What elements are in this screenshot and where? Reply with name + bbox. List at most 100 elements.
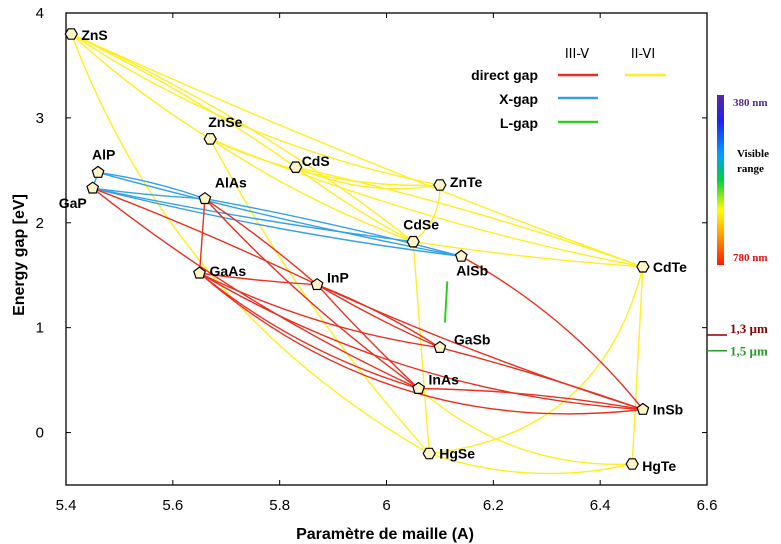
x-tick-label: 6	[382, 497, 390, 514]
curve-cdte-hgte	[631, 266, 644, 465]
point-hgte	[625, 458, 639, 470]
visible-range-title-1: Visible	[737, 148, 769, 160]
legend-header-iii-v: III-V	[565, 47, 589, 62]
curve-znse-cdse	[209, 138, 414, 243]
x-axis-label: Paramètre de maille (A)	[296, 526, 474, 543]
point-label-znse: ZnSe	[208, 114, 242, 130]
point-label-zns: ZnS	[81, 27, 107, 43]
point-gaas	[193, 266, 206, 279]
point-labels: ZnS ZnSe CdS ZnTe CdSe CdTe HgSe HgTe AlP GaP AlAs…	[59, 27, 687, 474]
point-znte	[433, 179, 447, 191]
y-axis-label: Energy gap [eV]	[11, 194, 28, 316]
point-insb	[636, 402, 650, 415]
point-label-hgse: HgSe	[439, 446, 475, 462]
point-cdse	[406, 235, 420, 248]
curve-gaas-insb	[199, 272, 643, 411]
curve-alp-alas	[97, 171, 206, 200]
curve-l-gap	[443, 281, 449, 323]
curve-alas-alsb	[204, 197, 462, 258]
point-znse	[203, 133, 217, 145]
point-label-cdse: CdSe	[403, 217, 439, 233]
curve-cdse-cdte	[413, 240, 643, 268]
point-hgse	[422, 447, 436, 460]
curve-gap-alas	[92, 187, 205, 200]
y-tick-label: 1	[36, 320, 44, 337]
point-inas	[412, 381, 426, 394]
curve-gaas-insb	[199, 272, 643, 415]
point-label-gaas: GaAs	[210, 263, 247, 279]
point-label-inp: InP	[327, 270, 349, 286]
curve-hgse-hgte	[429, 452, 633, 475]
point-label-insb: InSb	[653, 401, 683, 417]
curve-gasb-insb	[439, 346, 644, 411]
legend-header-ii-vi: II-VI	[631, 47, 655, 62]
curve-cdse-hgse	[412, 241, 430, 454]
alloy-curves	[70, 33, 644, 475]
x-tick-label: 6.2	[483, 497, 504, 514]
curve-zns-cdse	[71, 33, 414, 243]
curve-alsb-insb	[460, 255, 644, 410]
point-label-alas: AlAs	[215, 175, 247, 191]
point-zns	[64, 28, 78, 40]
curve-zns-hgse	[70, 33, 430, 455]
spectrum-bottom-label: 780 nm	[733, 252, 768, 264]
point-alp	[91, 165, 105, 178]
point-label-alsb: AlSb	[456, 262, 488, 278]
curve-gap-inp	[92, 187, 318, 286]
curve-gap-inas	[92, 187, 419, 390]
point-label-inas: InAs	[429, 372, 460, 388]
visible-range-title-2: range	[737, 163, 764, 175]
curve-inas-insb	[418, 387, 644, 411]
curve-cds-cdse	[295, 166, 414, 243]
curve-zns-cds	[71, 33, 297, 168]
point-cds	[289, 161, 303, 173]
curve-inp-gasb	[316, 284, 441, 349]
curve-znte-cdse	[412, 185, 441, 243]
y-tick-label: 3	[36, 110, 44, 127]
curve-cds-znte	[295, 166, 441, 190]
point-label-znte: ZnTe	[450, 174, 483, 190]
curve-gaas-inas	[199, 272, 419, 390]
x-tick-label: 6.4	[590, 497, 611, 514]
plot-frame	[65, 12, 708, 486]
legend-label-direct-gap: direct gap	[471, 67, 538, 83]
point-cdte	[636, 261, 650, 273]
point-gasb	[433, 340, 447, 353]
marker-1-3um-label: 1,3 µm	[730, 321, 768, 336]
curve-inas-hgte	[418, 387, 633, 466]
point-label-gasb: GaSb	[454, 332, 491, 348]
marker-1-5um-label: 1,5 µm	[730, 344, 768, 359]
curve-zns-znte	[70, 33, 441, 186]
y-tick-label: 4	[36, 5, 44, 22]
point-alas	[198, 191, 212, 205]
y-tick-label: 2	[36, 215, 44, 232]
curve-znse-znte	[209, 138, 440, 187]
point-inp	[310, 277, 324, 291]
curve-znse-cdte	[209, 138, 644, 268]
spectrum-top-label: 380 nm	[733, 97, 768, 109]
x-tick-label: 5.4	[56, 497, 77, 514]
y-tick-label: 0	[36, 425, 44, 442]
curve-gap-alsb	[92, 187, 462, 258]
axis-ticks: 5.4 5.6 5.8 6 6.2 6.4 6.6 4 3 2 1 0	[36, 5, 718, 514]
point-label-alp: AlP	[92, 146, 115, 162]
visible-spectrum-bar	[717, 95, 724, 265]
curve-alas-inas	[204, 198, 419, 390]
curve-inp-inas	[316, 284, 420, 390]
curve-gaas-gasb	[199, 272, 441, 349]
legend-label-l-gap: L-gap	[500, 115, 538, 131]
x-tick-label: 6.6	[697, 497, 718, 514]
curve-gap-cdse	[92, 187, 414, 243]
x-tick-label: 5.6	[162, 497, 183, 514]
point-label-gap: GaP	[59, 195, 87, 211]
curve-hgse-cdte	[429, 266, 644, 455]
curve-zns-cdte	[71, 33, 644, 268]
data-points	[64, 28, 650, 470]
curve-zns-znse	[70, 33, 211, 140]
x-tick-label: 5.8	[269, 497, 290, 514]
point-label-hgte: HgTe	[642, 458, 676, 474]
point-label-cdte: CdTe	[653, 259, 687, 275]
point-gap	[86, 181, 100, 194]
point-label-cds: CdS	[302, 153, 330, 169]
